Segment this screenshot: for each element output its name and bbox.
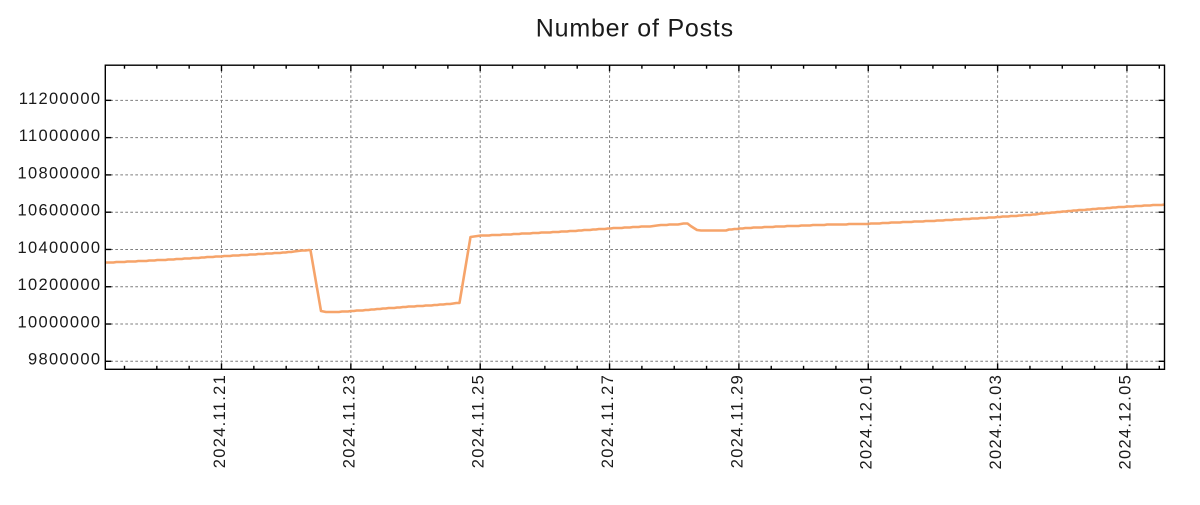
svg-text:11200000: 11200000 (19, 90, 102, 108)
svg-text:2024.11.25: 2024.11.25 (470, 374, 488, 468)
svg-text:10200000: 10200000 (18, 276, 102, 294)
svg-text:10400000: 10400000 (18, 239, 102, 257)
svg-text:2024.11.29: 2024.11.29 (728, 374, 746, 468)
svg-text:2024.12.01: 2024.12.01 (858, 374, 876, 470)
svg-text:2024.11.23: 2024.11.23 (340, 374, 358, 468)
svg-text:2024.11.27: 2024.11.27 (599, 374, 617, 468)
svg-text:10800000: 10800000 (18, 164, 102, 182)
svg-text:2024.11.21: 2024.11.21 (211, 374, 229, 468)
svg-text:2024.12.03: 2024.12.03 (987, 374, 1005, 470)
svg-text:9800000: 9800000 (28, 351, 101, 369)
svg-text:11000000: 11000000 (19, 127, 102, 145)
svg-text:10600000: 10600000 (18, 202, 102, 220)
svg-text:Number of Posts: Number of Posts (536, 15, 734, 43)
svg-text:10000000: 10000000 (18, 313, 102, 331)
svg-text:2024.12.05: 2024.12.05 (1116, 374, 1134, 470)
